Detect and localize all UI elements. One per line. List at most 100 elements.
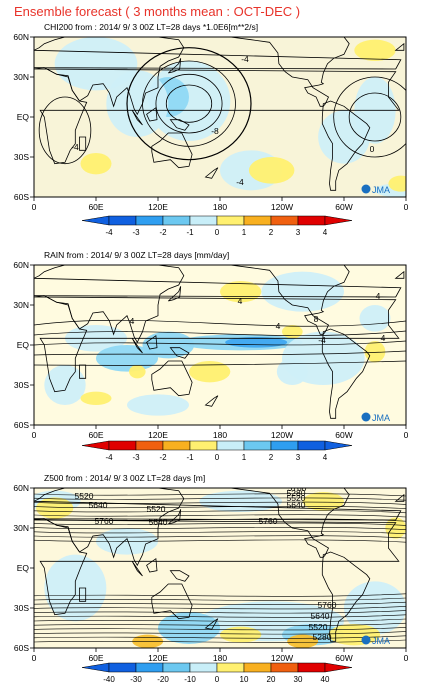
chi200-x-tick-label: 0 (404, 202, 409, 212)
colorbar-label: -1 (186, 228, 194, 237)
colorbar-segment (243, 215, 272, 226)
z500-header: Z500 from : 2014/ 9/ 3 00Z LT=28 days [m… (44, 473, 205, 483)
colorbar-label: -4 (105, 453, 113, 462)
z500-contour (34, 497, 406, 501)
coastline (131, 110, 143, 126)
rain-contour (34, 350, 406, 356)
colorbar-segment (108, 215, 137, 226)
jma-logo-text: JMA (372, 185, 390, 195)
rain-shading (80, 391, 112, 406)
coastline (230, 265, 350, 335)
z500-contour-label: 5520 (309, 622, 328, 632)
panel-rain: RAIN from : 2014/ 9/ 3 00Z LT=28 days [m… (13, 250, 408, 462)
colorbar-arrow-left (81, 215, 110, 226)
rain-contour-label: 4 (381, 333, 386, 343)
chi200-jma-logo: JMA (361, 184, 390, 195)
chi200-y-tick-label: 30S (14, 152, 29, 162)
z500-x-tick-label: 120W (271, 653, 293, 663)
coastline (146, 334, 158, 350)
z500-contour-label: 5280 (287, 488, 306, 498)
z500-y-tick-label: 60N (13, 483, 29, 493)
rain-shading (189, 361, 231, 383)
coastline (168, 58, 182, 74)
z500-contour (34, 539, 406, 543)
colorbar-label: 1 (242, 453, 247, 462)
chi200-contour-label: -4 (236, 177, 244, 187)
z500-y-tick-label: EQ (17, 563, 30, 573)
colorbar-label: 3 (296, 228, 301, 237)
rain-x-tick-label: 120W (271, 430, 293, 440)
rain-x-tick-label: 120E (148, 430, 168, 440)
colorbar-segment (270, 662, 299, 673)
coastline (169, 347, 190, 359)
colorbar-label: 0 (215, 228, 220, 237)
chi200-shading (54, 37, 138, 91)
z500-x-tick-label: 60W (335, 653, 352, 663)
colorbar-label: 10 (240, 675, 249, 684)
rain-contour-label: -4 (318, 335, 326, 345)
chi200-contour (38, 96, 92, 165)
z500-contour-label: 5640 (311, 611, 330, 621)
colorbar-label: 2 (269, 453, 274, 462)
coastline (131, 338, 143, 354)
coastline (169, 119, 190, 131)
chi200-header: CHI200 from : 2014/ 9/ 3 00Z LT=28 days … (44, 22, 258, 32)
z500-contour-label: 5760 (95, 516, 114, 526)
z500-x-tick-label: 180 (213, 653, 227, 663)
z500-x-tick-label: 0 (404, 653, 409, 663)
colorbar-arrow-right (324, 662, 353, 673)
z500-contour (34, 493, 406, 497)
colorbar-segment (297, 215, 326, 226)
chi200-contour-label: 0 (370, 144, 375, 154)
rain-shading (276, 358, 308, 385)
colorbar-segment (216, 440, 245, 451)
z500-contour (34, 606, 406, 610)
z500-contour (34, 510, 406, 514)
rain-contour-label: 4 (376, 291, 381, 301)
colorbar-arrow-right (324, 215, 353, 226)
coastline (131, 561, 143, 577)
coastline (151, 360, 193, 397)
z500-contour (34, 505, 406, 509)
colorbar-segment (162, 662, 191, 673)
z500-contour (34, 526, 406, 530)
rain-contour (34, 319, 406, 327)
colorbar-segment (162, 440, 191, 451)
rain-y-tick-label: 30S (14, 380, 29, 390)
chi200-contour (126, 47, 252, 161)
colorbar-segment (297, 440, 326, 451)
panel-z500: Z500 from : 2014/ 9/ 3 00Z LT=28 days [m… (13, 473, 408, 684)
chi200-x-tick-label: 120E (148, 202, 168, 212)
colorbar-label: -3 (132, 228, 140, 237)
colorbar-label: 4 (323, 228, 328, 237)
coastline (146, 557, 158, 573)
coastline (79, 364, 87, 379)
z500-y-tick-label: 30N (13, 523, 29, 533)
coastline (321, 328, 371, 419)
chi200-contour-label: -8 (211, 126, 219, 136)
chi200-y-tick-label: 30N (13, 72, 29, 82)
colorbar-segment (189, 440, 218, 451)
chi200-shading (354, 39, 396, 61)
colorbar-label: -2 (159, 453, 167, 462)
colorbar-label: 1 (242, 228, 247, 237)
coastline (394, 42, 405, 51)
coastline (204, 618, 219, 630)
rain-contour-label: 4 (130, 316, 135, 326)
rain-contour-label: 8 (314, 314, 319, 324)
z500-contour (34, 501, 406, 505)
jma-logo-icon (361, 412, 371, 422)
z500-contour-label: 5640 (149, 517, 168, 527)
chi200-x-tick-label: 0 (32, 202, 37, 212)
coastline (230, 488, 350, 558)
z500-contour-label: 5520 (287, 493, 306, 503)
chi200-y-tick-label: 60N (13, 32, 29, 42)
colorbar-segment (270, 440, 299, 451)
chi200-colorbar: -4 -3 -2 -1 0 1 2 3 4 (81, 215, 353, 237)
coastline (394, 493, 405, 502)
colorbar-label: 0 (215, 453, 220, 462)
chi200-shading (80, 153, 112, 175)
z500-contour (34, 622, 406, 627)
z500-colorbar: -40 -30 -20 -10 0 10 20 30 40 (81, 662, 353, 684)
